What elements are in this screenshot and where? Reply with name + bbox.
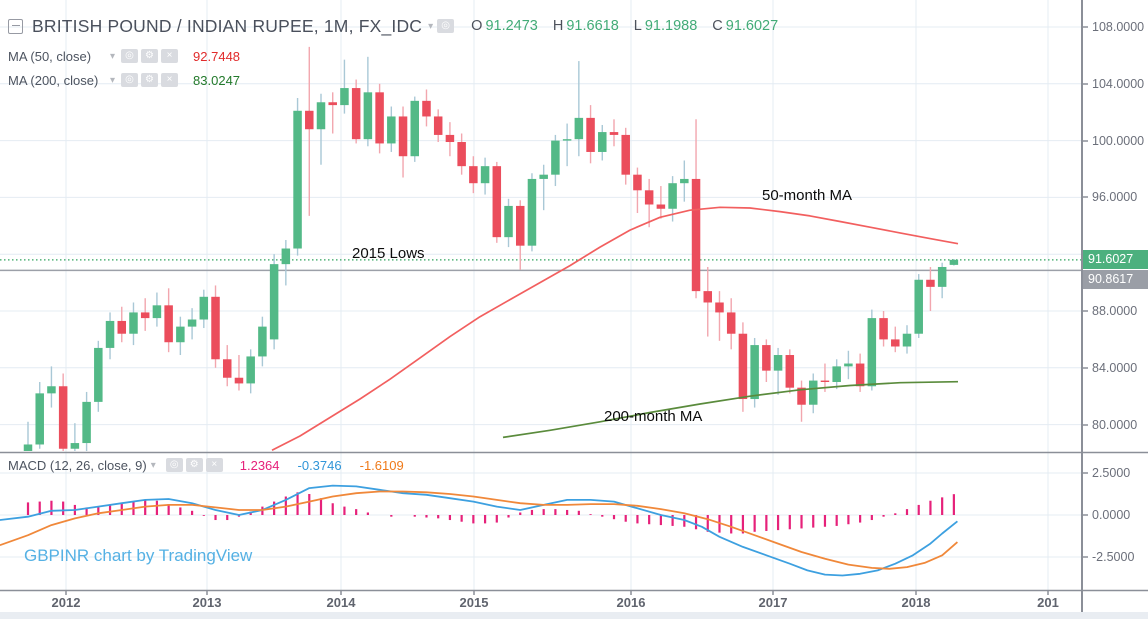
- close-icon[interactable]: ×: [161, 49, 179, 63]
- symbol-title[interactable]: BRITISH POUND / INDIAN RUPEE, 1M, FX_IDC: [32, 15, 423, 36]
- chevron-down-icon[interactable]: ▾: [428, 20, 434, 32]
- axis-year-label: 2017: [758, 595, 788, 610]
- axis-year-label: 2013: [192, 595, 222, 610]
- axis-year-label: 2015: [459, 595, 489, 610]
- axis-year-label: 2016: [616, 595, 646, 610]
- ma200-value: 83.0247: [193, 72, 241, 88]
- gear-icon[interactable]: ⚙: [185, 458, 203, 472]
- tradingview-watermark-link[interactable]: GBPINR chart by TradingView: [24, 546, 253, 565]
- time-axis[interactable]: [0, 590, 1082, 619]
- chart-header: BRITISH POUND / INDIAN RUPEE, 1M, FX_IDC…: [8, 13, 778, 39]
- chevron-down-icon[interactable]: ▾: [110, 74, 116, 86]
- eye-icon[interactable]: ◎: [121, 73, 139, 87]
- indicator-row-macd: MACD (12, 26, close, 9) ▾ ◎ ⚙ × 1.2364 -…: [8, 456, 404, 474]
- axis-price-label: 2.5000: [1092, 466, 1131, 480]
- axis-price-label: -2.5000: [1092, 550, 1135, 564]
- open-value: O 91.2473: [471, 18, 538, 34]
- axis-price-label: 84.0000: [1092, 361, 1138, 375]
- ma50-value: 92.7448: [193, 48, 241, 64]
- current-price-badge: 91.6027: [1083, 250, 1148, 269]
- price-axis[interactable]: [1082, 0, 1148, 590]
- eye-icon[interactable]: ◎: [165, 458, 183, 472]
- macd-line-value: -0.3746: [297, 457, 342, 473]
- high-value: H 91.6618: [552, 18, 619, 34]
- gear-icon[interactable]: ⚙: [141, 73, 159, 87]
- price-pane[interactable]: [0, 0, 1082, 452]
- previous-close-badge: 90.8617: [1083, 270, 1148, 289]
- macd-label[interactable]: MACD (12, 26, close, 9): [8, 457, 147, 473]
- annotation-200-month-ma[interactable]: 200-month MA: [604, 408, 703, 425]
- axis-price-label: 88.0000: [1092, 304, 1138, 318]
- ohlc-values: O 91.2473 H 91.6618 L 91.1988 C 91.6027: [471, 18, 778, 34]
- ma50-label[interactable]: MA (50, close): [8, 48, 92, 64]
- axis-price-label: 96.0000: [1092, 190, 1138, 204]
- indicator-row-ma50: MA (50, close) ▾ ◎ ⚙ × 92.7448: [8, 47, 240, 65]
- annotation-2015-lows[interactable]: 2015 Lows: [352, 245, 425, 262]
- axis-year-label: 2014: [326, 595, 356, 610]
- ma200-label[interactable]: MA (200, close): [8, 72, 99, 88]
- macd-histogram-value: 1.2364: [239, 457, 280, 473]
- eye-icon[interactable]: ◎: [437, 19, 455, 33]
- collapse-chart-icon[interactable]: [8, 18, 23, 34]
- macd-signal-value: -1.6109: [359, 457, 404, 473]
- chevron-down-icon[interactable]: ▾: [110, 50, 116, 62]
- eye-icon[interactable]: ◎: [121, 49, 139, 63]
- close-icon[interactable]: ×: [161, 73, 179, 87]
- annotation-50-month-ma[interactable]: 50-month MA: [762, 187, 853, 204]
- chevron-down-icon[interactable]: ▾: [150, 459, 156, 471]
- axis-year-label: 2018: [901, 595, 931, 610]
- macd-values: 1.2364 -0.3746 -1.6109: [240, 458, 404, 473]
- axis-price-label: 80.0000: [1092, 418, 1138, 432]
- axis-price-label: 108.0000: [1092, 20, 1145, 34]
- indicator-row-ma200: MA (200, close) ▾ ◎ ⚙ × 83.0247: [8, 71, 240, 89]
- close-value: C 91.6027: [712, 18, 779, 34]
- close-icon[interactable]: ×: [205, 458, 223, 472]
- axis-year-label: 2012: [51, 595, 81, 610]
- axis-price-label: 100.0000: [1092, 134, 1145, 148]
- low-value: L 91.1988: [633, 18, 698, 34]
- axis-price-label: 0.0000: [1092, 508, 1131, 522]
- gear-icon[interactable]: ⚙: [141, 49, 159, 63]
- axis-price-label: 104.0000: [1092, 77, 1145, 91]
- axis-year-label: 201: [1037, 595, 1059, 610]
